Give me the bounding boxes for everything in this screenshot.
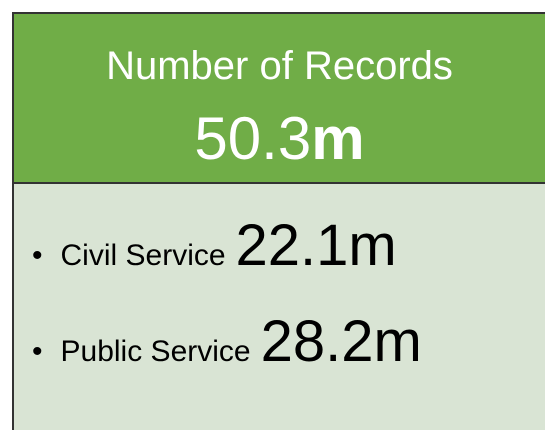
item-label: Civil Service [60,239,226,272]
total-number: 50.3 [194,105,312,172]
total-unit: m [311,105,365,172]
list-item: • Civil Service 22.1m [32,212,397,279]
item-value: 22.1m [235,213,397,278]
list-item: • Public Service 28.2m [32,308,422,375]
total-value: 50.3m [14,106,545,172]
item-value: 28.2m [260,309,422,374]
header-panel: Number of Records 50.3m [12,12,545,184]
bullet: • [32,239,43,272]
bullet: • [32,335,43,368]
header-title: Number of Records [106,44,453,88]
list-panel: • Civil Service 22.1m • Public Service 2… [12,184,545,430]
item-label: Public Service [60,335,251,368]
